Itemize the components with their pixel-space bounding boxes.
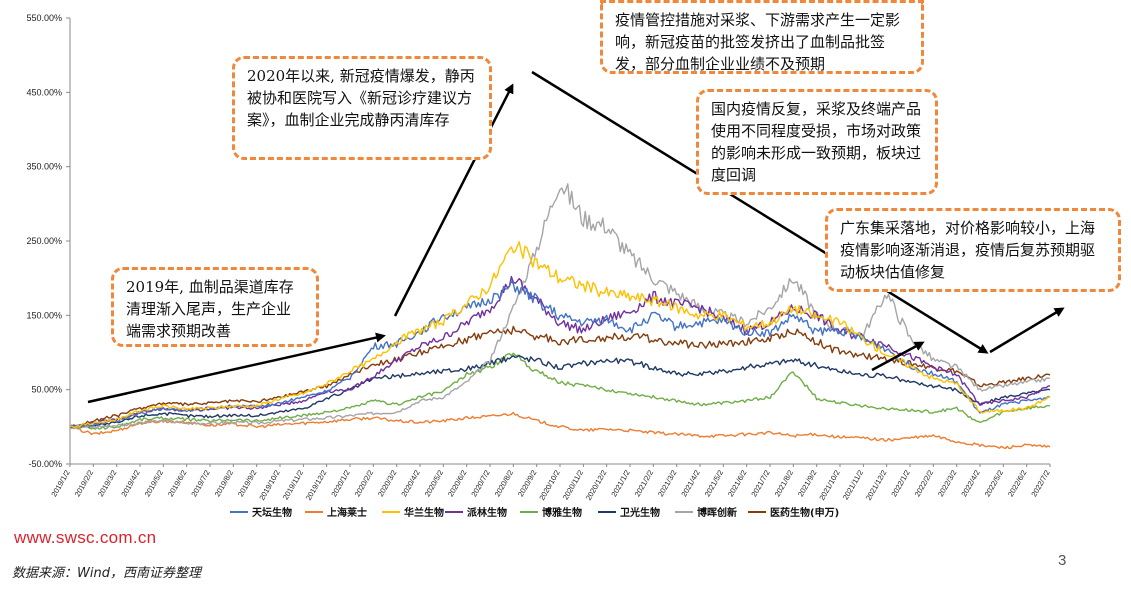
legend-label: 博雅生物	[542, 506, 582, 519]
x-tick-label: 2021/8/2	[773, 469, 795, 499]
legend-label: 医药生物(申万)	[770, 506, 839, 519]
x-tick-label: 2022/7/2	[1029, 469, 1051, 499]
legend: 天坛生物 上海莱士 华兰生物 派林生物 博雅生物 卫光生物 博晖创新 医药生物(申万)	[230, 506, 839, 519]
trend-arrows	[87, 70, 1065, 404]
x-tick-label: 2021/1/2	[609, 469, 631, 499]
x-tick-label: 2022/3/2	[936, 469, 958, 499]
legend-label: 博晖创新	[697, 506, 737, 519]
x-tick-label: 2021/12/2	[864, 469, 888, 502]
x-tick-label: 2021/11/2	[841, 469, 865, 502]
x-tick-label: 2021/7/2	[749, 469, 771, 499]
annotation-2020-covid: 2020年以来, 新冠疫情爆发，静丙被协和医院写入《新冠诊疗建议方案》，血制企业…	[232, 56, 492, 160]
trend-arrow-2019	[87, 332, 386, 404]
y-tick-label: 450.00%	[26, 87, 62, 97]
x-tick-label: 2021/4/2	[679, 469, 701, 499]
x-tick-label: 2020/5/2	[423, 469, 445, 499]
y-tick-label: 150.00%	[26, 310, 62, 320]
data-source: 数据来源：Wind，西南证券整理	[12, 566, 201, 581]
page-number: 3	[1058, 552, 1067, 569]
x-tick-label: 2022/2/2	[913, 469, 935, 499]
x-tick-label: 2019/4/2	[119, 469, 141, 499]
x-tick-label: 2022/6/2	[1006, 469, 1028, 499]
x-tick-label: 2019/2/2	[73, 469, 95, 499]
annotation-2019: 2019年, 血制品渠道库存清理渐入尾声，生产企业端需求预期改善	[111, 267, 319, 347]
annotation-repeated-epidemic: 国内疫情反复，采浆及终端产品使用不同程度受损，市场对政策的影响未形成一致预期，板…	[696, 89, 938, 195]
x-tick-label: 2020/6/2	[446, 469, 468, 499]
x-tick-label: 2020/8/2	[493, 469, 515, 499]
trend-arrow-recovery	[989, 307, 1065, 354]
legend-label: 派林生物	[467, 506, 507, 519]
y-tick-label: 550.00%	[26, 13, 62, 23]
x-tick-label: 2022/5/2	[983, 468, 1005, 498]
x-tick-label: 2020/11/2	[561, 469, 585, 502]
x-tick-label: 2020/12/2	[584, 469, 608, 502]
series-line-2	[69, 241, 1051, 429]
x-tick-label: 2021/5/2	[703, 469, 725, 499]
annotation-guangdong-procurement: 广东集采落地，对价格影响较小，上海疫情影响逐渐消退，疫情后复苏预期驱动板块估值修…	[825, 208, 1121, 292]
x-tick-label: 2019/7/2	[189, 469, 211, 499]
series-line-5	[69, 355, 1051, 429]
y-tick-label: 50.00%	[31, 385, 62, 395]
x-tick-label: 2019/5/2	[143, 469, 165, 499]
legend-label: 天坛生物	[252, 506, 292, 519]
x-tick-label: 2020/3/2	[376, 469, 398, 499]
series-line-1	[69, 411, 1051, 450]
x-tick-label: 2020/9/2	[516, 469, 538, 499]
x-tick-label: 2020/7/2	[469, 469, 491, 499]
y-tick-label: -50.00%	[28, 459, 62, 469]
x-tick-label: 2019/8/2	[213, 469, 235, 499]
trend-arrow-2020-rise	[393, 83, 514, 317]
x-tick-label: 2022/1/2	[889, 469, 911, 499]
legend-label: 上海莱士	[327, 506, 367, 519]
y-tick-label: 350.00%	[26, 162, 62, 172]
x-tick-label: 2019/6/2	[166, 469, 188, 499]
series-line-4	[69, 352, 1051, 430]
series-line-6	[69, 183, 1051, 429]
x-tick-label: 2020/4/2	[399, 469, 421, 499]
x-tick-label: 2019/9/2	[236, 469, 258, 499]
x-tick-label: 2021/2/2	[633, 469, 655, 499]
y-tick-label: 250.00%	[26, 236, 62, 246]
x-tick-label: 2021/6/2	[726, 469, 748, 499]
x-tick-label: 2019/11/2	[281, 469, 305, 502]
x-tick-label: 2021/3/2	[656, 469, 678, 499]
x-tick-label: 2019/12/2	[304, 469, 328, 502]
trend-arrow-decline	[531, 70, 989, 354]
x-tick-label: 2020/2/2	[353, 469, 375, 499]
x-tick-label: 2021/10/2	[817, 469, 841, 502]
x-tick-label: 2019/10/2	[257, 469, 281, 502]
x-tick-label: 2021/9/2	[796, 469, 818, 499]
x-tick-label: 2019/3/2	[96, 469, 118, 499]
x-tick-label: 2019/1/2	[49, 469, 71, 499]
annotation-epidemic-control: 疫情管控措施对采浆、下游需求产生一定影响，新冠疫苗的批签发挤出了血制品批签发，部…	[600, 0, 924, 74]
x-tick-label: 2020/10/2	[537, 469, 561, 502]
x-tick-label: 2022/4/2	[959, 469, 981, 499]
trend-arrow-2022-small	[871, 341, 925, 372]
website-url: www.swsc.com.cn	[14, 528, 157, 547]
legend-label: 华兰生物	[404, 506, 444, 519]
x-tick-label: 2020/1/2	[329, 469, 351, 499]
legend-label: 卫光生物	[620, 506, 660, 519]
